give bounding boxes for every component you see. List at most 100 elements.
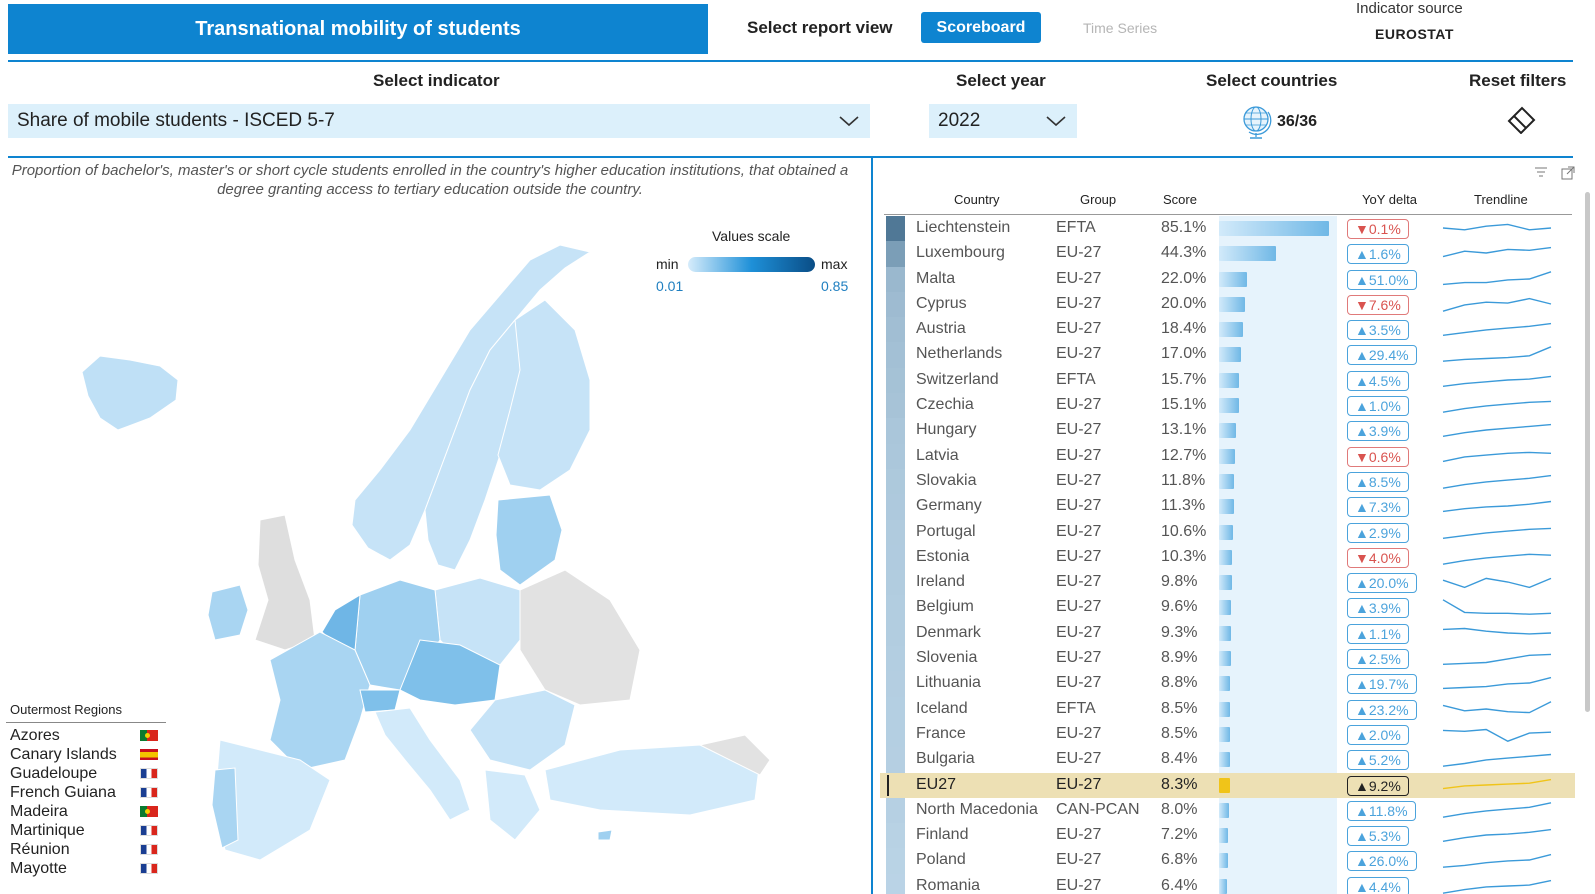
table-row[interactable]: Slovakia EU-27 11.8% ▲8.5% [880,468,1575,495]
table-row[interactable]: Ireland EU-27 9.8% ▲20.0% [880,570,1575,596]
col-country[interactable]: Country [954,192,1000,207]
score-swatch [886,317,905,343]
table-row[interactable]: Switzerland EFTA 15.7% ▲4.5% [880,367,1575,394]
countries-selector[interactable]: 36/36 [1241,104,1317,140]
map-region-cyprus[interactable] [597,829,613,841]
score-bar [1219,701,1230,717]
score-cell: 6.8% [1161,851,1198,869]
table-row[interactable]: Poland EU-27 6.8% ▲26.0% [880,848,1575,874]
group-cell: EU-27 [1056,522,1102,540]
score-bar [1219,246,1277,262]
table-row[interactable]: Germany EU-27 11.3% ▲7.3% [880,494,1575,520]
trendline-sparkline [1442,577,1552,589]
outermost-region-item[interactable]: Réunion [10,840,160,859]
score-bar-track [1219,721,1337,748]
trendline-sparkline [1442,451,1552,462]
table-row[interactable]: Denmark EU-27 9.3% ▲1.1% [880,620,1575,647]
table-row[interactable]: Hungary EU-27 13.1% ▲3.9% [880,418,1575,444]
map-region-iceland[interactable] [81,355,179,431]
map-region-switzerland[interactable] [359,689,401,713]
group-cell: EU-27 [1056,421,1102,439]
table-row[interactable]: Netherlands EU-27 17.0% ▲29.4% [880,342,1575,368]
score-swatch [886,797,905,824]
time-series-view-button[interactable]: Time Series [1083,20,1158,36]
map-region-norway[interactable] [351,244,592,561]
year-dropdown[interactable]: 2022 [929,104,1077,138]
table-row[interactable]: Liechtenstein EFTA 85.1% ▼0.1% [880,216,1575,242]
table-row[interactable]: Bulgaria EU-27 8.4% ▲5.2% [880,747,1575,773]
table-row[interactable]: Belgium EU-27 9.6% ▲3.9% [880,595,1575,621]
europe-map[interactable] [60,230,800,870]
table-row[interactable]: France EU-27 8.5% ▲2.0% [880,721,1575,748]
outermost-region-name: Azores [10,726,60,744]
col-trendline[interactable]: Trendline [1474,192,1528,207]
outermost-regions-title: Outermost Regions [10,702,122,717]
indicator-dropdown[interactable]: Share of mobile students - ISCED 5-7 [8,104,870,138]
expand-icon[interactable] [1561,166,1575,180]
table-scrollbar[interactable] [1585,192,1590,712]
map-region-central[interactable] [399,639,501,706]
year-label: Select year [956,71,1046,90]
map-region-greece[interactable] [484,769,541,841]
report-view-label: Select report view [747,18,893,37]
score-swatch [886,494,905,520]
outermost-region-item[interactable]: Azores [10,726,160,745]
table-row[interactable]: North Macedonia CAN-PCAN 8.0% ▲11.8% [880,797,1575,824]
table-row[interactable]: Iceland EFTA 8.5% ▲23.2% [880,696,1575,722]
outermost-region-item[interactable]: Canary Islands [10,745,160,764]
table-row[interactable]: Latvia EU-27 12.7% ▼0.6% [880,443,1575,469]
score-swatch [886,418,905,444]
yoy-delta-badge: ▲7.3% [1347,497,1409,518]
table-row[interactable]: Lithuania EU-27 8.8% ▲19.7% [880,671,1575,697]
score-cell: 22.0% [1161,269,1207,287]
filter-icon[interactable] [1534,166,1548,178]
map-region-baltics[interactable] [495,494,563,586]
outermost-region-item[interactable]: Martinique [10,821,160,840]
group-cell: EU-27 [1056,547,1102,565]
map-region-finland[interactable] [497,299,591,491]
table-row[interactable]: Portugal EU-27 10.6% ▲2.9% [880,519,1575,545]
table-row[interactable]: Slovenia EU-27 8.9% ▲2.5% [880,646,1575,672]
yoy-delta-badge: ▲20.0% [1347,573,1417,594]
flag-icon [140,863,158,874]
outermost-region-item[interactable]: Guadeloupe [10,764,160,783]
col-yoy-delta[interactable]: YoY delta [1362,192,1417,207]
score-swatch [886,544,905,571]
table-row[interactable]: Malta EU-27 22.0% ▲51.0% [880,266,1575,292]
map-region-caucasus[interactable] [698,734,771,776]
score-bar [1219,347,1241,363]
score-bar-track [1219,418,1337,444]
score-cell: 8.4% [1161,750,1198,768]
reset-filters-button[interactable] [1505,104,1539,139]
yoy-delta-badge: ▼7.6% [1347,294,1409,315]
table-row[interactable]: Cyprus EU-27 20.0% ▼7.6% [880,291,1575,318]
col-group[interactable]: Group [1080,192,1117,207]
map-region-portugal[interactable] [211,767,239,849]
group-cell: EU-27 [1056,244,1102,262]
header-divider [8,60,1573,62]
score-swatch [886,393,905,419]
map-region-turkey[interactable] [544,744,761,816]
map-region-uk[interactable] [254,514,316,651]
scoreboard-view-button[interactable]: Scoreboard [921,12,1041,43]
country-cell: Slovakia [916,471,977,489]
map-region-balkans[interactable] [469,689,576,771]
table-row[interactable]: EU27 EU-27 8.3% ▲9.2% [880,772,1575,798]
table-row[interactable]: Czechia EU-27 15.1% ▲1.0% [880,393,1575,419]
score-swatch [886,367,905,394]
map-region-italy[interactable] [374,707,471,821]
table-row[interactable]: Romania EU-27 6.4% ▲4.4% [880,873,1575,894]
country-cell: France [916,724,966,742]
table-row[interactable]: Austria EU-27 18.4% ▲3.5% [880,317,1575,343]
map-region-france[interactable] [269,631,371,771]
table-row[interactable]: Luxembourg EU-27 44.3% ▲1.6% [880,241,1575,267]
col-score[interactable]: Score [1163,192,1197,207]
outermost-region-item[interactable]: Madeira [10,802,160,821]
outermost-region-item[interactable]: French Guiana [10,783,160,802]
table-row[interactable]: Finland EU-27 7.2% ▲5.3% [880,823,1575,849]
map-region-ireland[interactable] [207,584,249,641]
map-region-east[interactable] [519,569,641,706]
table-row[interactable]: Estonia EU-27 10.3% ▼4.0% [880,544,1575,571]
outermost-region-item[interactable]: Mayotte [10,859,160,878]
trendline-sparkline [1442,297,1552,312]
